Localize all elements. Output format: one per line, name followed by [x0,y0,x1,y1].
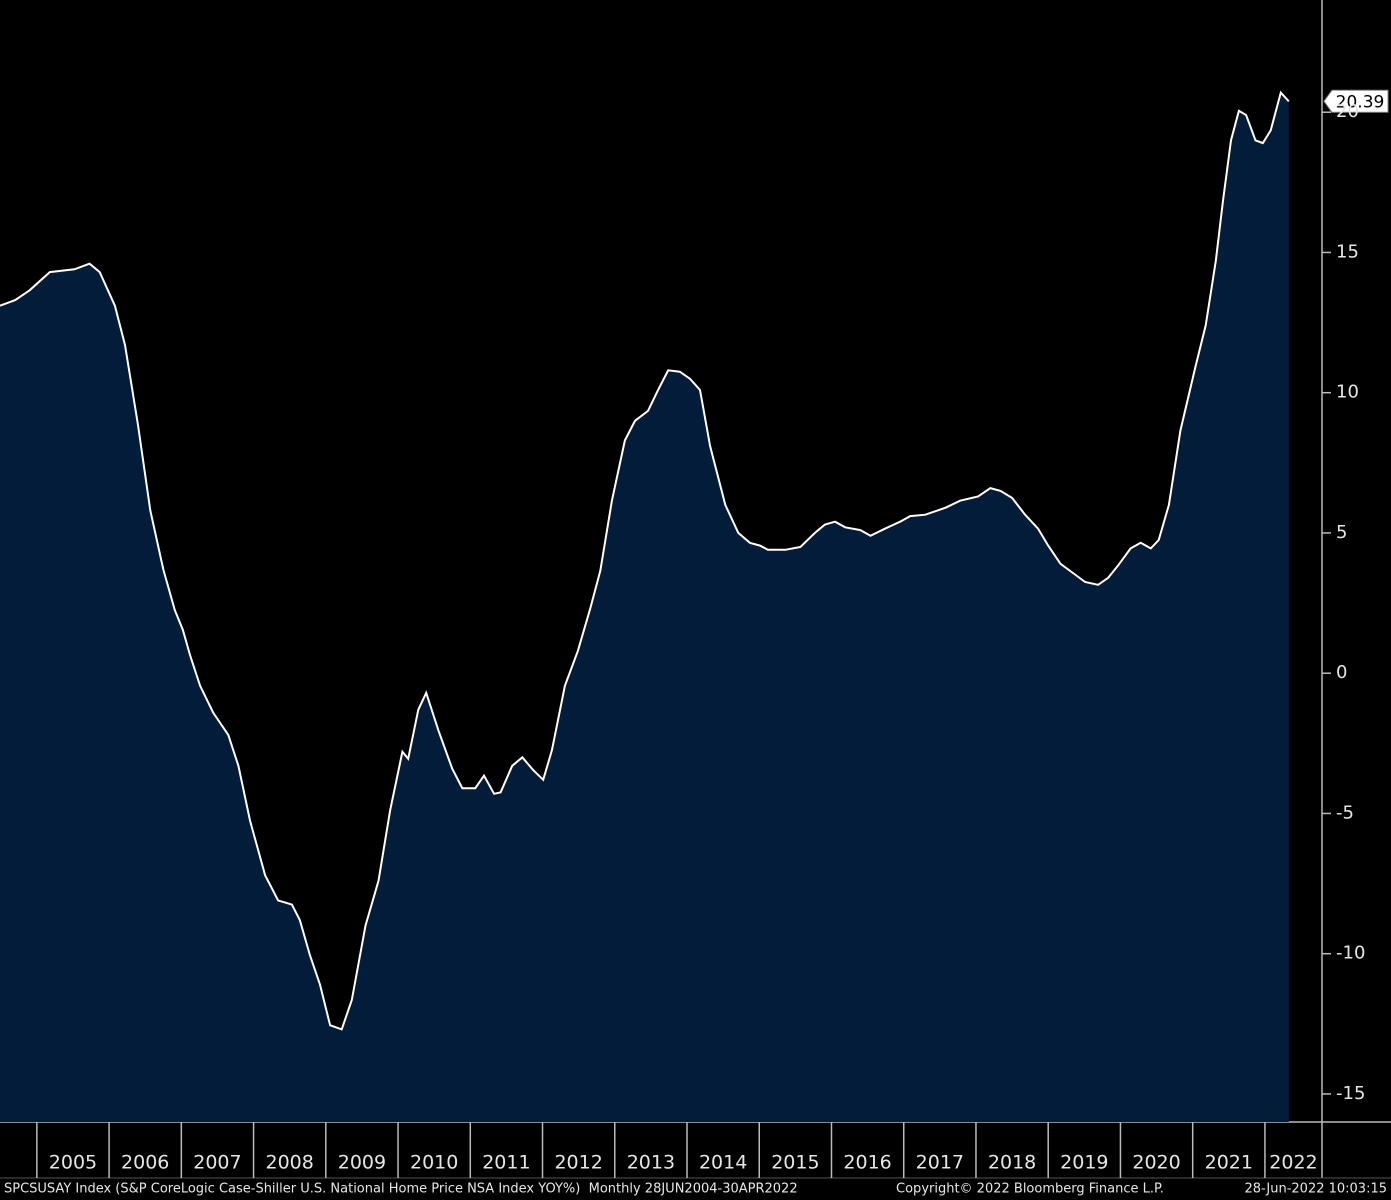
x-tick-label: 2017 [916,1152,964,1174]
y-tick-label: -15 [1336,1083,1365,1104]
y-tick-label: 0 [1336,662,1347,683]
y-tick-label: -5 [1336,802,1354,823]
x-tick-label: 2006 [121,1152,169,1174]
y-tick-label: 5 [1336,522,1347,543]
x-tick-label: 2014 [699,1152,747,1174]
x-tick-label: 2008 [266,1152,314,1174]
x-tick-label: 2012 [554,1152,602,1174]
x-tick-label: 2016 [843,1152,891,1174]
line [0,90,1290,1031]
source-note: SPCSUSAY Index (S&P CoreLogic Case-Shill… [4,1182,798,1197]
last-value-tag [1323,89,1389,113]
x-tick-label: 2010 [410,1152,458,1174]
x-tick-label: 2007 [193,1152,241,1174]
area [0,92,1289,1123]
x-tick-label: 2021 [1205,1152,1253,1174]
x-tick-label: 2009 [338,1152,386,1174]
y-tick-label: 15 [1336,241,1359,262]
timestamp: 28-Jun-2022 10:03:15 [1244,1182,1387,1197]
copyright: Copyright© 2022 Bloomberg Finance L.P. [896,1182,1164,1197]
x-tick-label: 2018 [988,1152,1036,1174]
x-tick-label: 2015 [771,1152,819,1174]
last-value-label: 20.39 [1336,92,1385,112]
x-tick-label: 2013 [627,1152,675,1174]
x-tick-label: 2019 [1060,1152,1108,1174]
x-tick-label: 2005 [49,1152,97,1174]
y-tick-label: 10 [1336,382,1359,403]
x-tick-label: 2022 [1269,1152,1317,1174]
x-tick-label: 2011 [482,1152,530,1174]
y-tick-label: 20 [1336,101,1359,122]
x-tick-label: 2020 [1132,1152,1180,1174]
y-tick-label: -10 [1336,943,1365,964]
